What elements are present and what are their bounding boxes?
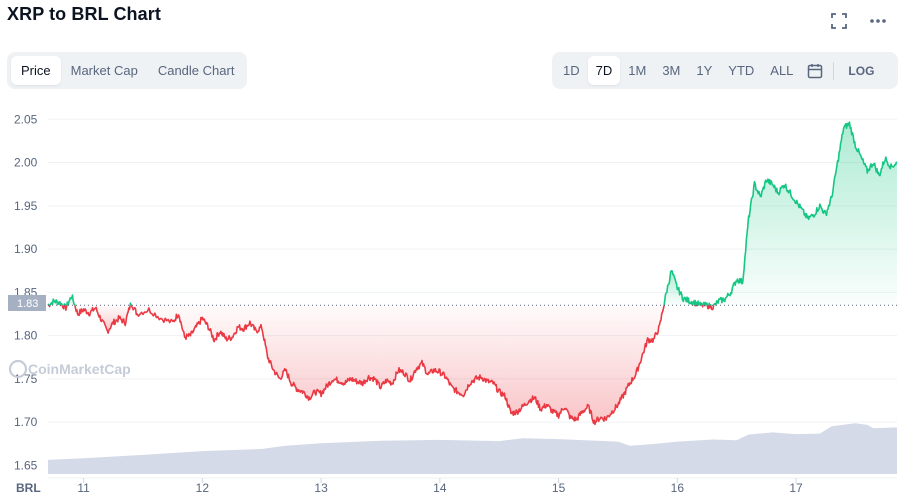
price-line-down (710, 305, 715, 311)
fullscreen-icon[interactable] (829, 11, 849, 31)
price-line (47, 121, 898, 426)
price-line-down (130, 305, 665, 426)
price-fill-up (664, 270, 695, 306)
y-tick-label: 1.95 (14, 199, 38, 213)
price-line-down (61, 305, 65, 310)
price-line-down (48, 304, 51, 308)
price-line-up (49, 298, 62, 306)
volume-shape (48, 423, 897, 474)
current-price-badge-bg (8, 295, 46, 311)
price-line-down (706, 305, 710, 310)
y-tick-label: 2.00 (14, 156, 38, 170)
price-line-up (702, 301, 706, 306)
chart-type-tabs: Price Market Cap Candle Chart (7, 52, 247, 89)
volume-area (48, 423, 897, 474)
price-line-up (663, 270, 696, 306)
tab-candle-chart[interactable]: Candle Chart (157, 63, 235, 78)
watermark: CoinMarketCap (8, 359, 131, 379)
range-tabs: 1D 7D 1M 3M 1Y YTD ALL LOG (552, 52, 898, 89)
price-fill-down (131, 305, 665, 425)
y-tick-label: 2.05 (14, 112, 38, 126)
current-price-label: 1.83 (17, 298, 38, 310)
price-line-down (64, 305, 68, 311)
range-3m[interactable]: 3M (662, 63, 681, 78)
watermark-text: CoinMarketCap (28, 361, 131, 377)
price-line-up (708, 302, 711, 306)
chart-title: XRP to BRL Chart (7, 4, 161, 24)
y-axis: 2.052.001.951.901.851.801.751.701.65 (14, 112, 38, 472)
price-line-up (129, 302, 133, 306)
x-axis: 11 12 13 14 15 16 17 (48, 477, 897, 495)
price-chart[interactable]: 2.052.001.951.901.851.801.751.701.65 11 1… (0, 96, 913, 498)
x-tick-label: 13 (314, 481, 328, 495)
calendar-icon[interactable] (801, 56, 829, 85)
currency-label: BRL (16, 481, 41, 495)
more-options-icon[interactable] (868, 11, 888, 31)
price-line-down (701, 305, 704, 308)
y-tick-label: 1.70 (14, 415, 38, 429)
y-tick-label: 1.90 (14, 242, 38, 256)
price-line-up (704, 301, 709, 306)
y-tick-label: 1.80 (14, 329, 38, 343)
price-line-up (63, 303, 66, 306)
tab-price[interactable]: Price (11, 56, 61, 85)
x-tick-label: 16 (671, 481, 685, 495)
range-divider (833, 61, 835, 80)
x-tick-label: 15 (552, 481, 566, 495)
x-tick-label: 12 (196, 481, 210, 495)
range-ytd[interactable]: YTD (728, 63, 755, 78)
price-line-down (74, 305, 131, 334)
y-tick-label: 1.75 (14, 372, 38, 386)
range-1d[interactable]: 1D (563, 63, 580, 78)
price-fill-up (713, 122, 897, 306)
tab-market-cap[interactable]: Market Cap (70, 63, 138, 78)
x-tick-label: 17 (789, 481, 803, 495)
y-tick-label: 1.65 (14, 458, 38, 472)
x-tick-label: 11 (77, 481, 90, 495)
log-toggle[interactable]: LOG (848, 63, 875, 78)
price-line-up (696, 300, 704, 306)
range-7d[interactable]: 7D (587, 56, 621, 85)
x-tick-label: 14 (433, 481, 447, 495)
range-1m[interactable]: 1M (628, 63, 647, 78)
price-line-up (712, 121, 898, 306)
range-1y[interactable]: 1Y (696, 63, 713, 78)
current-price-badge: 1.83 (8, 295, 46, 311)
range-all[interactable]: ALL (770, 63, 794, 78)
price-line-up (59, 302, 64, 306)
